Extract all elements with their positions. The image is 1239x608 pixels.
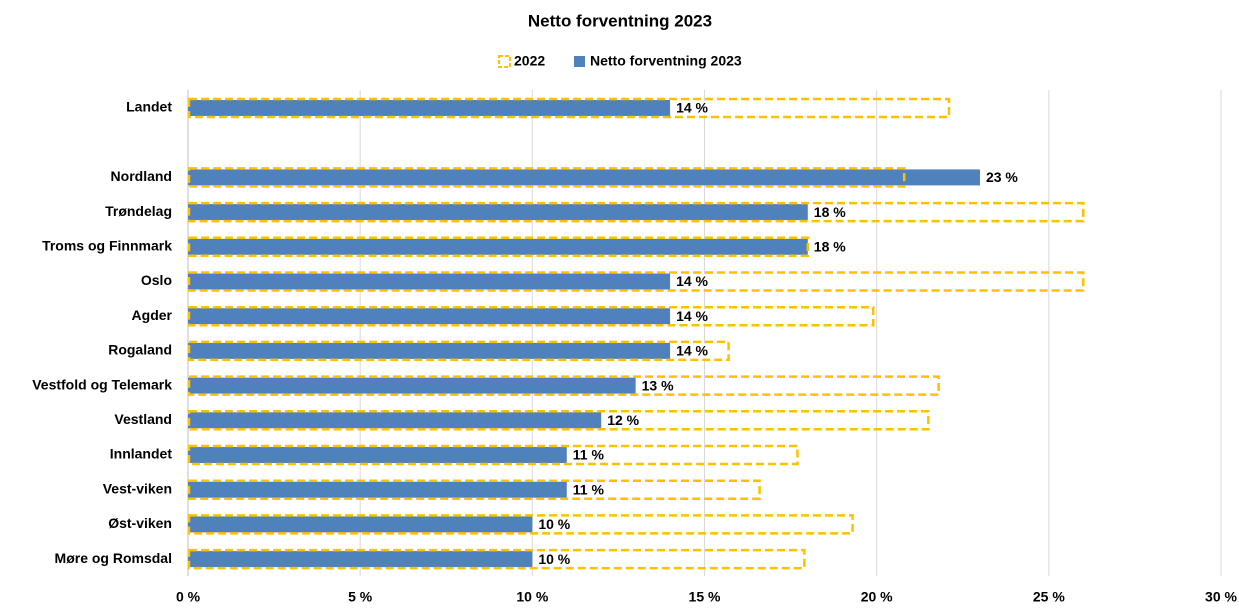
- data-label: 10 %: [538, 551, 570, 567]
- y-tick-label: Vestland: [114, 411, 172, 427]
- bar-outline: [187, 236, 810, 258]
- bar: [188, 481, 567, 498]
- y-tick-label: Oslo: [141, 272, 172, 288]
- bar: [188, 169, 980, 186]
- y-tick-label: Vestfold og Telemark: [32, 376, 172, 392]
- bar: [188, 551, 533, 568]
- y-tick-label: Møre og Romsdal: [55, 550, 172, 566]
- legend-label: 2022: [514, 53, 545, 69]
- bar: [188, 447, 567, 463]
- y-tick-label: Agder: [132, 307, 173, 323]
- legend-swatch: [498, 55, 511, 68]
- data-label: 11 %: [573, 447, 605, 463]
- legend-label: Netto forventning 2023: [590, 53, 742, 69]
- data-label: 14 %: [676, 273, 708, 289]
- data-label: 13 %: [642, 377, 674, 393]
- bar-outline: [187, 340, 730, 362]
- data-label: 11 %: [573, 481, 605, 497]
- bar: [188, 412, 602, 429]
- y-tick-label: Rogaland: [108, 342, 172, 358]
- bar-outline: [187, 548, 806, 570]
- bar-outline: [187, 305, 875, 327]
- y-tick-label: Vest-viken: [103, 480, 172, 496]
- x-tick-label: 10 %: [516, 589, 548, 605]
- bar-outline: [187, 271, 1085, 292]
- y-tick-label: Øst-viken: [108, 515, 172, 531]
- bar: [188, 273, 671, 290]
- bar-outline: [187, 410, 930, 431]
- bar-outline: [187, 201, 1085, 223]
- bar: [188, 100, 671, 116]
- y-tick-label: Troms og Finnmark: [42, 238, 172, 254]
- y-tick-label: Trøndelag: [105, 203, 172, 219]
- bar-outline: [187, 444, 799, 466]
- bar-outline: [187, 97, 951, 119]
- x-tick-label: 25 %: [1033, 589, 1065, 605]
- x-tick-label: 20 %: [861, 589, 893, 605]
- data-label: 14 %: [676, 100, 708, 116]
- data-label: 12 %: [607, 412, 639, 428]
- data-label: 10 %: [538, 516, 570, 532]
- bar: [188, 342, 671, 359]
- y-tick-label: Innlandet: [110, 446, 173, 462]
- chart-title: Netto forventning 2023: [528, 11, 712, 30]
- bar: [188, 204, 808, 221]
- x-tick-label: 0 %: [176, 589, 201, 605]
- data-label: 14 %: [676, 343, 708, 359]
- bar: [188, 238, 808, 255]
- legend-swatch: [574, 56, 585, 67]
- x-tick-label: 15 %: [689, 589, 721, 605]
- data-label: 23 %: [986, 169, 1018, 185]
- bar-outline: [187, 479, 761, 500]
- data-label: 14 %: [676, 308, 708, 324]
- bar: [188, 308, 671, 325]
- y-tick-label: Nordland: [111, 168, 172, 184]
- bar-outline: [187, 167, 906, 188]
- bar-outline: [187, 375, 940, 396]
- data-label: 18 %: [814, 239, 846, 255]
- x-tick-label: 30 %: [1205, 589, 1237, 605]
- bar: [188, 516, 533, 533]
- bar: [188, 377, 636, 394]
- x-tick-label: 5 %: [348, 589, 373, 605]
- data-label: 18 %: [814, 204, 846, 220]
- bar-outline: [187, 514, 854, 535]
- y-tick-label: Landet: [126, 99, 172, 115]
